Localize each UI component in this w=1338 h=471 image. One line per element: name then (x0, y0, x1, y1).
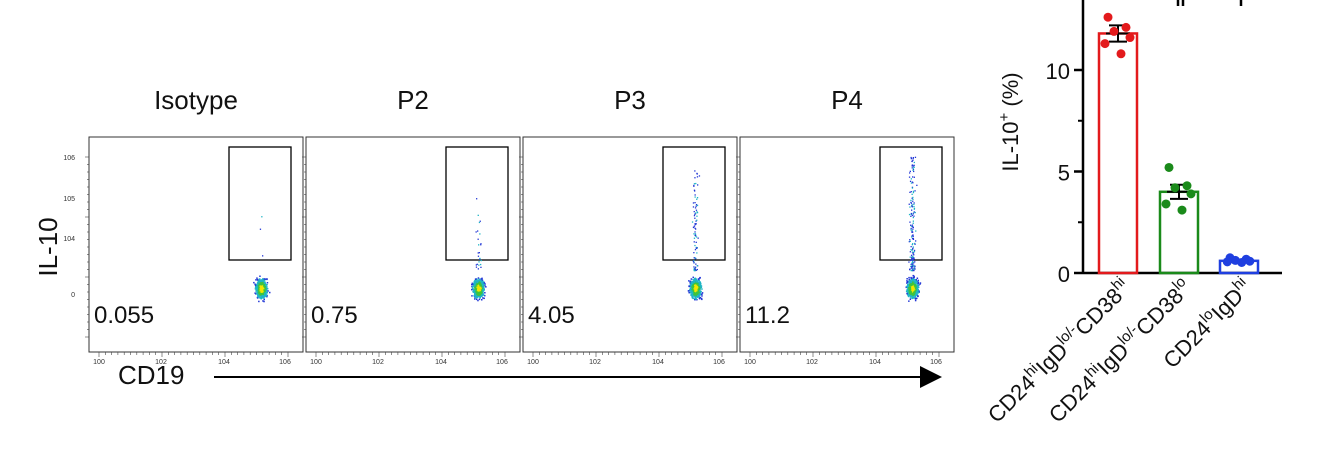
flow-panel: P3 100 102 104 106 4.05 (519, 85, 738, 366)
data-point (1161, 199, 1171, 209)
event-dots (253, 216, 271, 303)
x-tick-label: 106 (930, 359, 942, 366)
flow-x-axis-label: CD19 (118, 360, 184, 390)
y-tick-label: 105 (63, 196, 75, 203)
bar-y-tick-label: 0 (1058, 262, 1070, 287)
x-tick-label: 104 (652, 359, 664, 366)
x-tick-label: 100 (310, 359, 322, 366)
event-dots (687, 170, 704, 301)
bar (1097, 32, 1139, 275)
panel-title: P4 (831, 85, 863, 115)
y-tick-label: 0 (71, 292, 75, 299)
bar-y-tick-label: 5 (1058, 161, 1070, 186)
data-point (1125, 33, 1135, 43)
data-point (1164, 162, 1174, 172)
x-tick-label: 102 (372, 359, 384, 366)
x-tick-label: 106 (713, 359, 725, 366)
event-dots (471, 198, 487, 302)
x-tick-label: 104 (218, 359, 230, 366)
data-point (1186, 189, 1196, 199)
panel-frame (88, 136, 304, 353)
gate-percentage: 11.2 (745, 302, 790, 329)
flow-x-axis-arrow-head (920, 366, 942, 388)
x-tick-label: 100 (744, 359, 756, 366)
y-tick-label: 106 (63, 155, 75, 162)
bar-y-label-sup: + (996, 112, 1013, 121)
flow-y-axis-label: IL-10 (33, 217, 63, 276)
event-dots (905, 156, 922, 302)
gate-percentage: 4.05 (528, 302, 575, 329)
data-point (1182, 181, 1192, 191)
data-point (1116, 49, 1126, 59)
x-tick-label: 102 (589, 359, 601, 366)
x-tick-label: 100 (527, 359, 539, 366)
x-tick-label: 106 (279, 359, 291, 366)
data-point (1121, 22, 1131, 32)
flow-panel: P4 100 102 104 106 11.2 (736, 85, 955, 366)
panel-frame (739, 136, 955, 353)
x-tick-label: 106 (496, 359, 508, 366)
data-point (1103, 12, 1113, 22)
x-tick-label: 104 (869, 359, 881, 366)
x-tick-label: 102 (806, 359, 818, 366)
y-tick-label: 104 (63, 236, 75, 243)
data-point (1170, 183, 1180, 193)
data-point (1177, 205, 1187, 215)
data-point (1100, 39, 1110, 49)
x-tick-label: 102 (155, 359, 167, 366)
data-point (1245, 256, 1255, 266)
x-tick-label: 100 (93, 359, 105, 366)
gate-percentage: 0.055 (94, 302, 154, 329)
panel-frame (305, 136, 521, 353)
gate-box (228, 146, 292, 261)
data-point (1109, 26, 1119, 36)
flow-cytometry-panels: Isotype 100 102 104 106 0 104 105 106 0.055 P2 100 1… (63, 85, 955, 366)
data-point (1237, 257, 1247, 267)
bar-y-label-suffix: (%) (998, 72, 1023, 112)
panel-title: P2 (397, 85, 429, 115)
data-point (1222, 257, 1232, 267)
bar-y-axis-label: IL-10+ (%) (996, 72, 1023, 171)
flow-panel: P2 100 102 104 106 0.75 (302, 85, 521, 366)
bar-y-tick-label: 10 (1046, 59, 1070, 84)
panel-frame (522, 136, 738, 353)
x-tick-label: 104 (435, 359, 447, 366)
panel-title: P3 (614, 85, 646, 115)
gate-percentage: 0.75 (311, 302, 358, 329)
gate-box (445, 146, 509, 261)
flow-panel: Isotype 100 102 104 106 0 104 105 106 0.055 (63, 85, 304, 366)
panel-title: Isotype (154, 85, 238, 115)
bar-y-label-main: IL-10 (998, 121, 1023, 171)
